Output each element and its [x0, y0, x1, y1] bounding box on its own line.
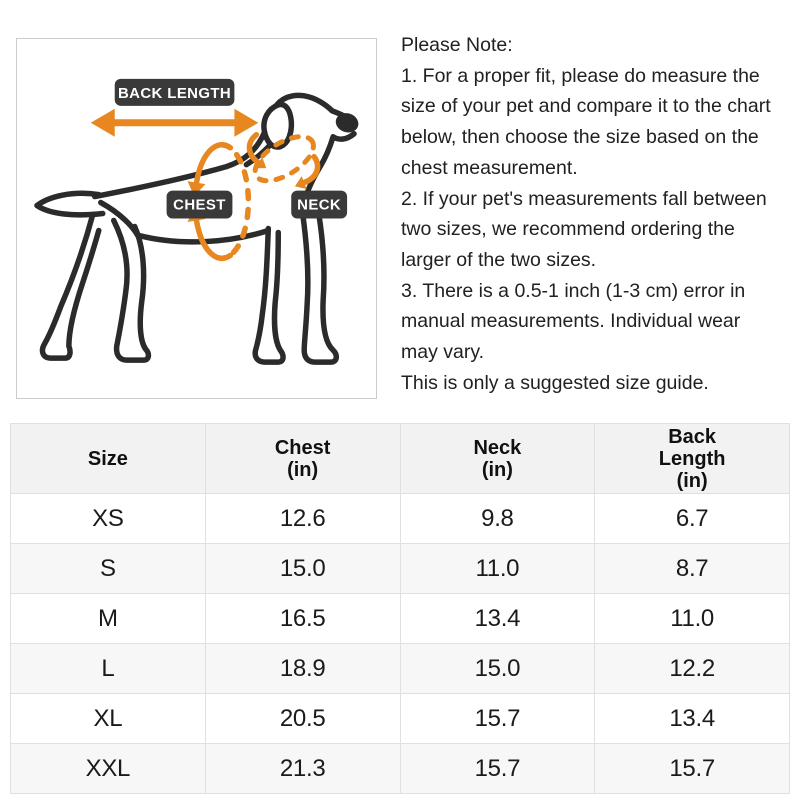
cell-size: S — [10, 543, 206, 594]
cell-size: L — [10, 643, 206, 694]
neck-dashed-loop — [252, 134, 316, 184]
please-note-section: Please Note: 1. For a proper fit, please… — [401, 30, 796, 398]
dog-nose — [335, 113, 359, 133]
table-row: L 18.9 15.0 12.2 — [10, 643, 790, 694]
dog-throat — [299, 130, 357, 214]
cell-back-length: 8.7 — [594, 543, 790, 594]
note-line: chest measurement. — [401, 156, 578, 179]
dog-ear — [261, 101, 295, 150]
header-cell-neck: Neck (in) — [399, 423, 596, 494]
cell-neck: 15.7 — [399, 743, 596, 794]
dog-hind-leg-far — [39, 211, 102, 361]
cell-back-length: 13.4 — [594, 693, 790, 744]
cell-chest: 12.6 — [204, 493, 401, 544]
dog-measurement-diagram: BACK LENGTH CHEST NECK — [16, 38, 377, 399]
dog-diagram-svg: BACK LENGTH CHEST NECK — [34, 78, 359, 365]
chest-arrow-top — [193, 142, 234, 186]
back-length-label-box — [114, 78, 235, 106]
cell-size: XS — [10, 493, 206, 544]
cell-size: XXL — [10, 743, 206, 794]
cell-chest: 21.3 — [204, 743, 401, 794]
dog-hind-leg-near — [110, 217, 152, 363]
back-length-arrowhead-left — [90, 108, 115, 137]
note-line: 2. If your pet's measurements fall betwe… — [401, 187, 767, 210]
cell-back-length: 6.7 — [594, 493, 790, 544]
chest-label-box — [166, 190, 233, 219]
note-line: below, then choose the size based on the — [401, 126, 759, 149]
table-row: XXL 21.3 15.7 15.7 — [10, 743, 790, 794]
dog-front-leg-far — [252, 225, 286, 365]
table-row: M 16.5 13.4 11.0 — [10, 593, 790, 644]
neck-arrow-left — [246, 131, 262, 166]
diagram-labels: BACK LENGTH CHEST NECK — [114, 78, 348, 219]
table-row: XL 20.5 15.7 13.4 — [10, 693, 790, 744]
note-line: 1. For a proper fit, please do measure t… — [401, 64, 760, 87]
cell-neck: 15.0 — [399, 643, 596, 694]
note-line: size of your pet and compare it to the c… — [401, 95, 771, 118]
cell-chest: 20.5 — [204, 693, 401, 744]
note-line: manual measurements. Individual wear — [401, 310, 741, 333]
cell-chest: 16.5 — [204, 593, 401, 644]
cell-neck: 15.7 — [399, 693, 596, 744]
dog-belly — [135, 227, 272, 245]
chest-dashed-loop — [218, 141, 252, 262]
notes-title: Please Note: — [401, 34, 513, 56]
neck-label-box — [291, 190, 348, 219]
header-cell-chest: Chest (in) — [204, 423, 401, 494]
dog-front-leg-near — [299, 207, 339, 365]
cell-back-length: 11.0 — [594, 593, 790, 644]
measurement-arrows — [109, 119, 321, 262]
table-row: XS 12.6 9.8 6.7 — [10, 493, 790, 544]
note-line: may vary. — [401, 341, 485, 364]
note-line: two sizes, we recommend ordering the — [401, 218, 735, 241]
cell-neck: 13.4 — [399, 593, 596, 644]
size-chart-header-row: Size Chest (in) Neck (in) Back Length (i… — [10, 423, 790, 494]
cell-back-length: 12.2 — [594, 643, 790, 694]
size-chart-table: Size Chest (in) Neck (in) Back Length (i… — [10, 423, 790, 794]
table-row: S 15.0 11.0 8.7 — [10, 543, 790, 594]
note-line: This is only a suggested size guide. — [401, 371, 709, 394]
header-cell-back-length: Back Length (in) — [594, 423, 790, 494]
dog-neck-line — [243, 141, 274, 168]
neck-label-text: NECK — [297, 197, 341, 214]
neck-arrowhead-left — [254, 157, 267, 169]
cell-size: M — [10, 593, 206, 644]
back-length-arrowhead-right — [234, 108, 259, 137]
note-line: 3. There is a 0.5-1 inch (1-3 cm) error … — [401, 279, 746, 302]
cell-size: XL — [10, 693, 206, 744]
cell-neck: 9.8 — [399, 493, 596, 544]
dog-tail — [34, 190, 106, 218]
cell-chest: 18.9 — [204, 643, 401, 694]
chest-label-text: CHEST — [173, 197, 226, 214]
cell-back-length: 15.7 — [594, 743, 790, 794]
dog-outline — [34, 92, 357, 365]
cell-neck: 11.0 — [399, 543, 596, 594]
back-length-label-text: BACK LENGTH — [118, 85, 231, 102]
chest-arrow-bottom — [193, 217, 234, 262]
header-cell-size: Size — [10, 423, 206, 494]
note-line: larger of the two sizes. — [401, 248, 597, 271]
cell-chest: 15.0 — [204, 543, 401, 594]
chest-arrowhead-top — [187, 181, 206, 197]
neck-arrow-right — [301, 153, 321, 186]
neck-arrowhead-right — [294, 176, 307, 190]
